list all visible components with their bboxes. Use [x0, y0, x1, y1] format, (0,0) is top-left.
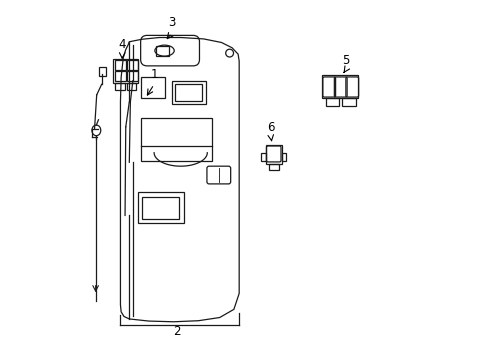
Text: 3: 3 [168, 16, 175, 30]
Text: 1: 1 [150, 68, 158, 81]
Text: 6: 6 [267, 121, 274, 134]
Text: 5: 5 [341, 54, 348, 67]
Text: 2: 2 [173, 325, 181, 338]
Text: 4: 4 [118, 38, 126, 51]
